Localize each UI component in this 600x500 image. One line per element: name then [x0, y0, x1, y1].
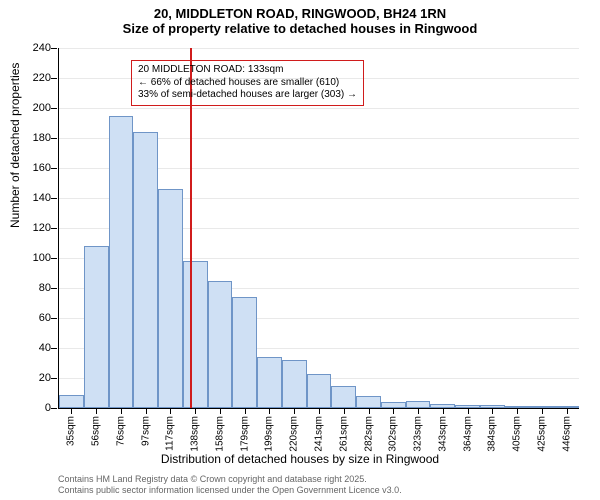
y-tick	[51, 48, 57, 49]
histogram-bar	[307, 374, 332, 409]
x-tick-label: 138sqm	[190, 416, 201, 452]
x-tick	[344, 408, 345, 414]
x-tick-label: 35sqm	[66, 416, 77, 446]
x-tick-label: 97sqm	[140, 416, 151, 446]
x-tick	[96, 408, 97, 414]
histogram-bar	[158, 189, 183, 408]
x-tick-label: 364sqm	[462, 416, 473, 452]
x-tick-label: 241sqm	[314, 416, 325, 452]
x-tick	[443, 408, 444, 414]
x-axis-label: Distribution of detached houses by size …	[0, 452, 600, 466]
x-tick-label: 425sqm	[536, 416, 547, 452]
y-tick	[51, 78, 57, 79]
histogram-bar	[356, 396, 381, 408]
y-tick	[51, 408, 57, 409]
annotation-line-2: ← 66% of detached houses are smaller (61…	[138, 77, 357, 90]
x-tick	[220, 408, 221, 414]
histogram-bar	[232, 297, 257, 408]
histogram-bar	[133, 132, 158, 408]
y-tick-label: 140	[11, 192, 51, 204]
y-tick	[51, 198, 57, 199]
x-tick	[170, 408, 171, 414]
annotation-line-3: 33% of semi-detached houses are larger (…	[138, 89, 357, 102]
page-subtitle: Size of property relative to detached ho…	[0, 21, 600, 36]
y-tick	[51, 378, 57, 379]
x-tick	[245, 408, 246, 414]
y-tick-label: 200	[11, 102, 51, 114]
x-tick	[369, 408, 370, 414]
histogram-bar	[59, 395, 84, 409]
histogram-bar	[406, 401, 431, 409]
x-tick-label: 117sqm	[165, 416, 176, 451]
x-tick-label: 199sqm	[264, 416, 275, 452]
y-tick	[51, 168, 57, 169]
y-tick-label: 80	[11, 282, 51, 294]
y-tick	[51, 318, 57, 319]
y-tick-label: 220	[11, 72, 51, 84]
x-tick	[71, 408, 72, 414]
x-tick	[319, 408, 320, 414]
x-tick-label: 158sqm	[214, 416, 225, 452]
y-tick-label: 100	[11, 252, 51, 264]
x-tick-label: 302sqm	[388, 416, 399, 452]
x-tick-label: 76sqm	[115, 416, 126, 446]
x-tick	[195, 408, 196, 414]
annotation-line-1: 20 MIDDLETON ROAD: 133sqm	[138, 64, 357, 77]
y-tick-label: 20	[11, 372, 51, 384]
x-tick	[468, 408, 469, 414]
x-tick	[418, 408, 419, 414]
y-tick	[51, 288, 57, 289]
x-tick-label: 323sqm	[413, 416, 424, 452]
x-tick	[567, 408, 568, 414]
x-tick-label: 446sqm	[561, 416, 572, 452]
footer-line-1: Contains HM Land Registry data © Crown c…	[58, 474, 402, 485]
x-tick-label: 384sqm	[487, 416, 498, 452]
gridline	[59, 108, 579, 109]
x-tick-label: 282sqm	[363, 416, 374, 452]
x-tick	[517, 408, 518, 414]
histogram-bar	[208, 281, 233, 409]
annotation-box: 20 MIDDLETON ROAD: 133sqm← 66% of detach…	[131, 60, 364, 106]
y-tick	[51, 348, 57, 349]
y-tick-label: 120	[11, 222, 51, 234]
histogram-bar	[282, 360, 307, 408]
x-tick-label: 56sqm	[91, 416, 102, 446]
gridline	[59, 48, 579, 49]
y-tick	[51, 108, 57, 109]
y-tick-label: 0	[11, 402, 51, 414]
x-tick-label: 405sqm	[512, 416, 523, 452]
histogram-bar	[109, 116, 134, 409]
histogram-bar	[84, 246, 109, 408]
y-tick-label: 240	[11, 42, 51, 54]
x-tick-label: 261sqm	[338, 416, 349, 452]
y-tick-label: 40	[11, 342, 51, 354]
histogram-bar	[331, 386, 356, 409]
x-tick	[492, 408, 493, 414]
x-tick	[146, 408, 147, 414]
plot-area: 02040608010012014016018020022024035sqm56…	[58, 48, 579, 409]
histogram-bar	[183, 261, 208, 408]
x-tick	[121, 408, 122, 414]
y-tick	[51, 258, 57, 259]
x-tick	[393, 408, 394, 414]
footer-line-2: Contains public sector information licen…	[58, 485, 402, 496]
x-tick-label: 220sqm	[289, 416, 300, 452]
x-tick	[294, 408, 295, 414]
y-tick	[51, 228, 57, 229]
y-tick	[51, 138, 57, 139]
x-tick-label: 179sqm	[239, 416, 250, 452]
y-tick-label: 160	[11, 162, 51, 174]
x-tick	[269, 408, 270, 414]
x-tick	[542, 408, 543, 414]
y-tick-label: 60	[11, 312, 51, 324]
x-tick-label: 343sqm	[437, 416, 448, 452]
histogram-chart: 02040608010012014016018020022024035sqm56…	[58, 48, 578, 408]
y-tick-label: 180	[11, 132, 51, 144]
title-block: 20, MIDDLETON ROAD, RINGWOOD, BH24 1RN S…	[0, 0, 600, 36]
page-title: 20, MIDDLETON ROAD, RINGWOOD, BH24 1RN	[0, 6, 600, 21]
histogram-bar	[257, 357, 282, 408]
footer-attribution: Contains HM Land Registry data © Crown c…	[58, 474, 402, 496]
